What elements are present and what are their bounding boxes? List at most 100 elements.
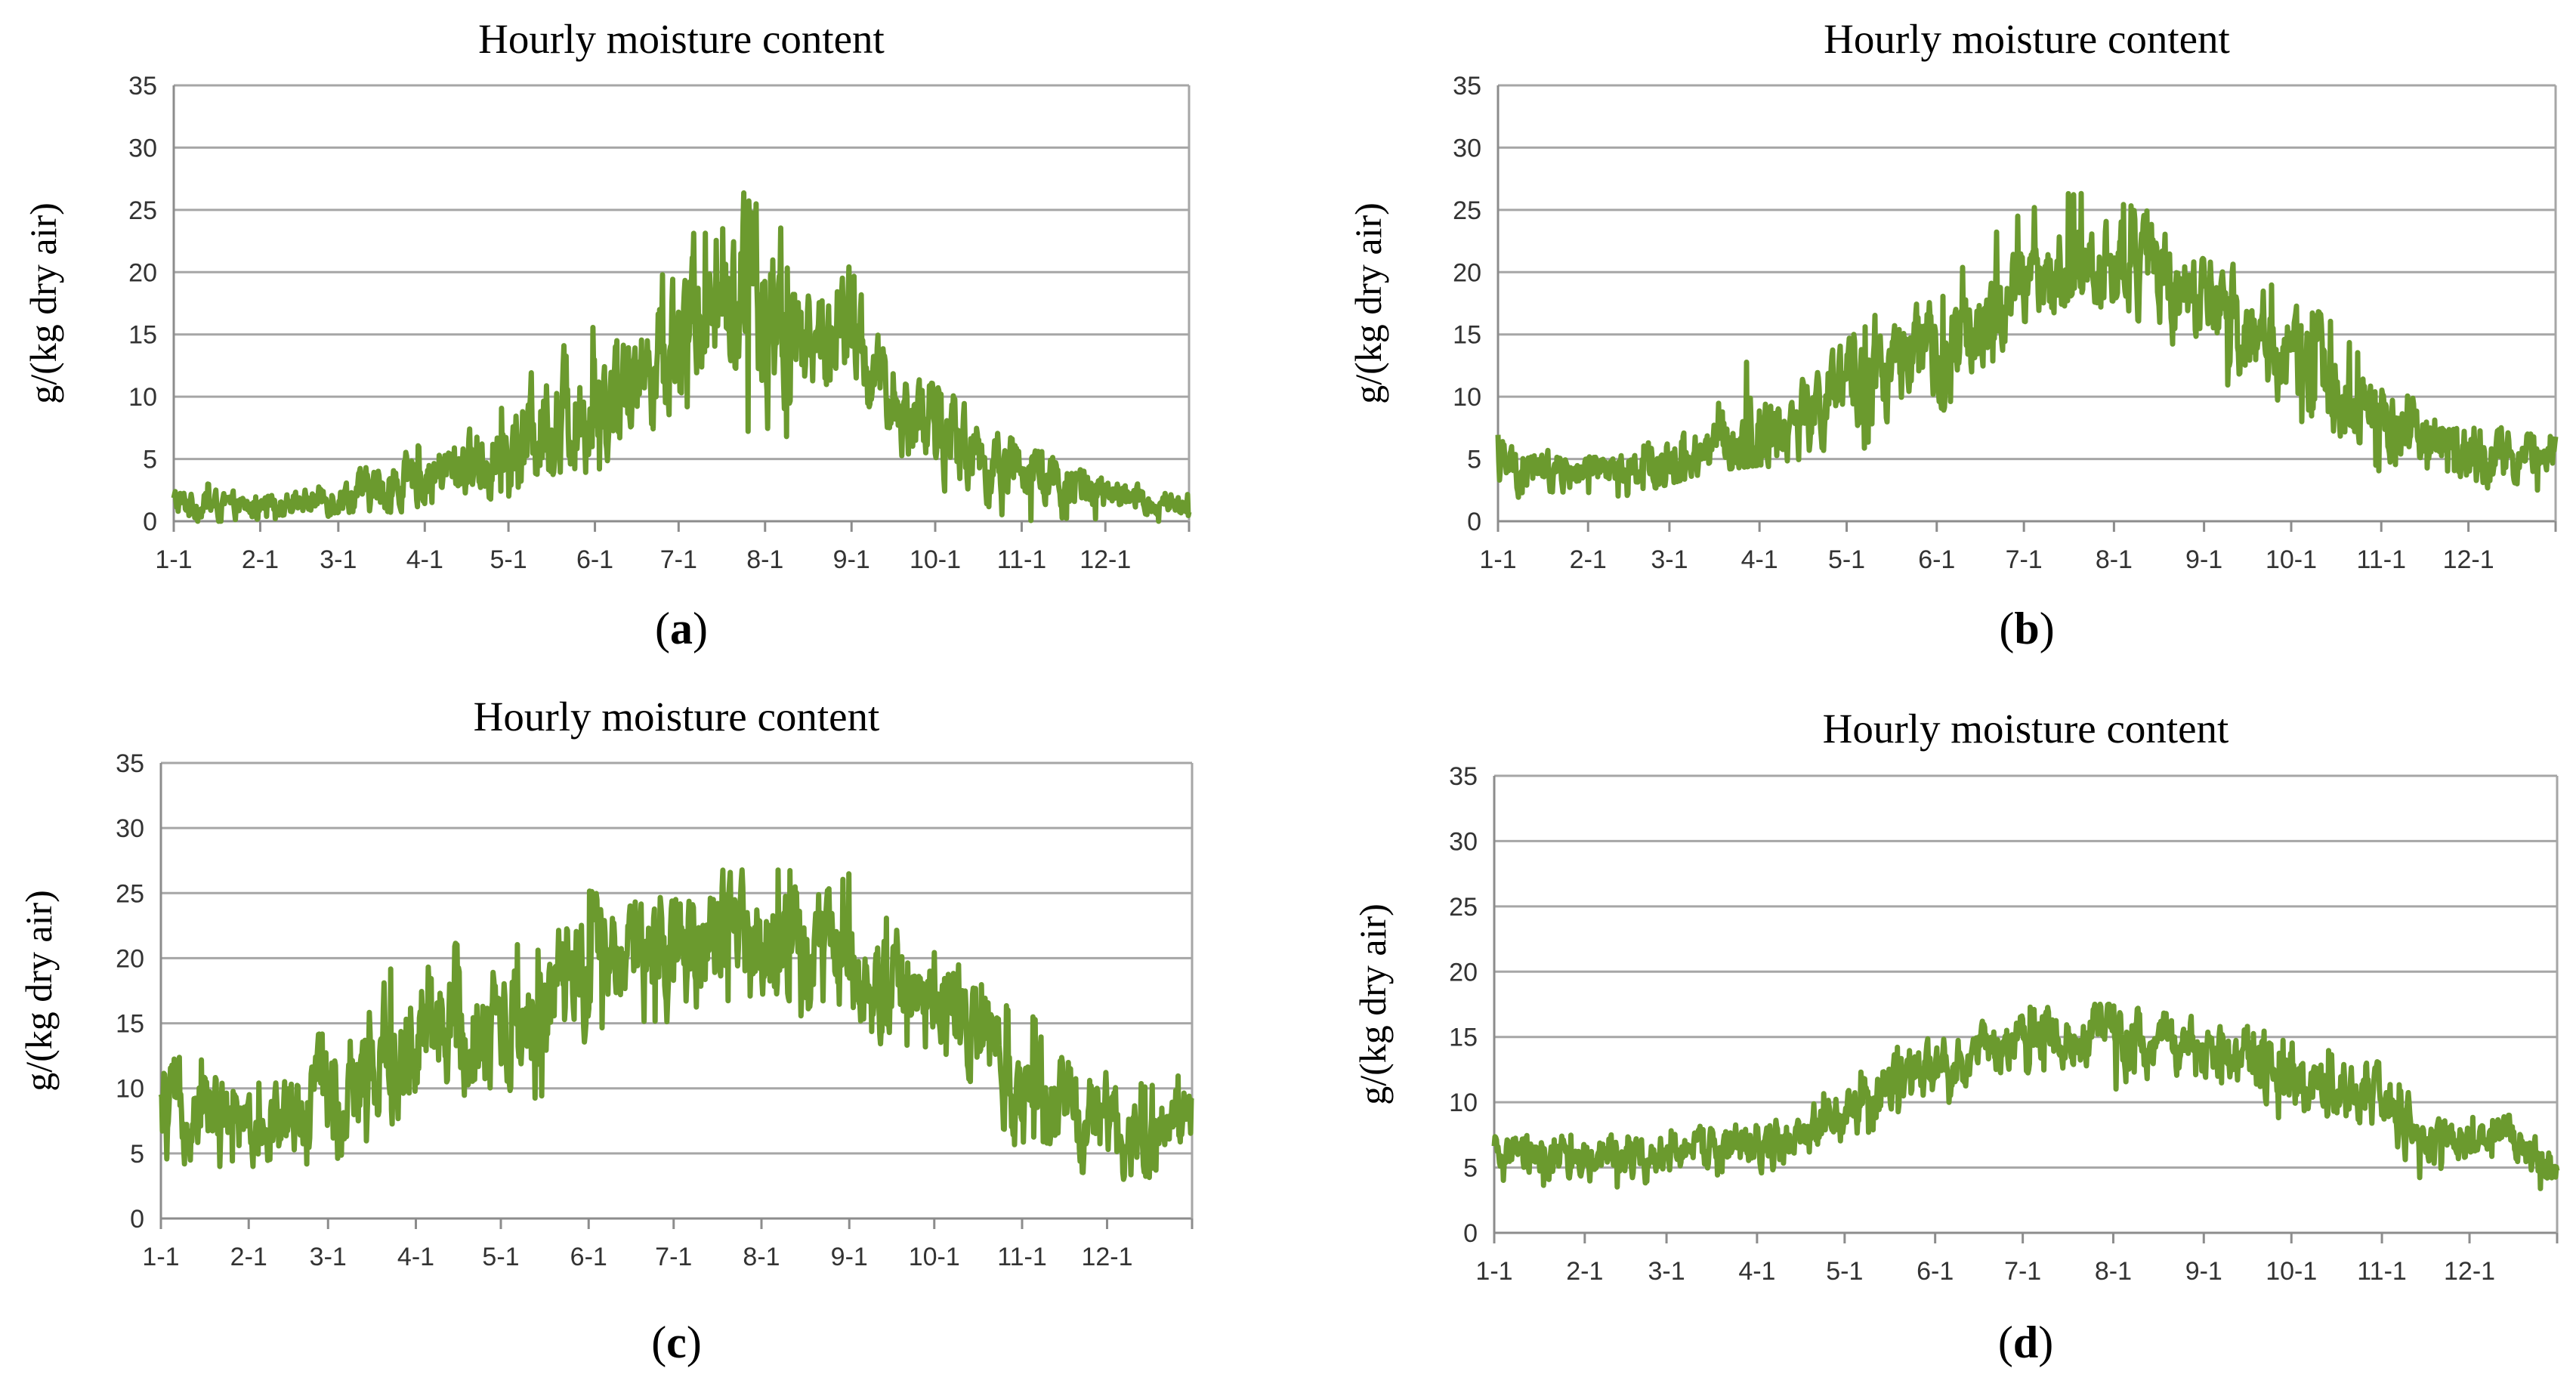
chart-panel-d: Hourly moisture content 0 5 10 15 20 25 30 35 1-1…	[1351, 706, 2560, 1367]
y-tick-label: 20	[128, 258, 157, 287]
panel-label: (b)	[1999, 604, 2054, 653]
panel-letter: a	[670, 604, 693, 653]
x-tick-label: 6-1	[1917, 1257, 1954, 1286]
panel-label: (c)	[651, 1317, 702, 1367]
y-tick-label: 15	[1453, 321, 1481, 350]
y-tick-label: 15	[1449, 1024, 1478, 1052]
x-tick-label: 2-1	[230, 1243, 267, 1271]
x-tick-label: 7-1	[655, 1243, 692, 1271]
x-tick-label: 5-1	[1826, 1257, 1863, 1286]
y-tick-label: 20	[1453, 258, 1481, 287]
x-tick-label: 4-1	[397, 1243, 434, 1271]
y-tick-label: 25	[128, 196, 157, 225]
y-tick-label: 15	[128, 321, 157, 350]
y-tick-label: 10	[116, 1075, 144, 1104]
y-tick-label: 0	[1467, 508, 1481, 536]
y-tick-label: 25	[1449, 893, 1478, 922]
x-tick-label: 9-1	[2185, 1257, 2222, 1286]
x-tick-label: 10-1	[2266, 1257, 2317, 1286]
chart-title: Hourly moisture content	[478, 16, 885, 62]
y-tick-label: 10	[1449, 1089, 1478, 1117]
x-tick-label: 1-1	[142, 1243, 179, 1271]
x-tick-label: 12-1	[1081, 1243, 1132, 1271]
y-axis-label: g/(kg dry air)	[1347, 202, 1389, 404]
chart-panel-b: Hourly moisture content 0 5 10 15 20 25 30 35 1-1…	[1347, 16, 2559, 653]
y-tick-label: 5	[130, 1140, 144, 1169]
x-tick-label: 3-1	[320, 545, 357, 574]
y-tick-label: 0	[143, 508, 157, 536]
x-tick-label: 4-1	[406, 545, 443, 574]
x-tick-label: 8-1	[746, 545, 783, 574]
x-tick-label: 10-1	[910, 545, 961, 574]
y-tick-label: 0	[130, 1205, 144, 1234]
panel-letter: c	[666, 1317, 687, 1367]
y-tick-label: 10	[1453, 383, 1481, 412]
x-tick-label: 8-1	[2096, 545, 2133, 574]
x-tick-label: 11-1	[997, 1243, 1047, 1271]
x-tick-label: 6-1	[576, 545, 613, 574]
y-tick-label: 35	[128, 72, 157, 100]
y-tick-label: 5	[1463, 1154, 1478, 1183]
y-tick-label: 10	[128, 383, 157, 412]
x-tick-label: 12-1	[1080, 545, 1131, 574]
y-axis-label: g/(kg dry air)	[17, 890, 60, 1092]
panel-letter: d	[2013, 1317, 2038, 1367]
x-tick-label: 11-1	[2357, 1257, 2407, 1286]
y-tick-label: 15	[116, 1010, 144, 1039]
x-tick-label: 4-1	[1738, 1257, 1775, 1286]
chart-panel-a: Hourly moisture content 0 5 10 15 20 25 30 35 1-1…	[22, 16, 1192, 653]
x-tick-label: 1-1	[1475, 1257, 1512, 1286]
chart-panel-c: Hourly moisture content 0 5 10 15 20 25 30 35 1-1…	[17, 693, 1194, 1367]
series-line	[1491, 1002, 2560, 1191]
x-tick-label: 2-1	[1566, 1257, 1603, 1286]
series-line	[158, 867, 1194, 1182]
y-tick-label: 20	[1449, 958, 1478, 987]
x-tick-label: 10-1	[2266, 545, 2317, 574]
y-axis-label: g/(kg dry air)	[22, 202, 64, 404]
x-tick-label: 12-1	[2444, 1257, 2495, 1286]
x-tick-label: 7-1	[2006, 545, 2043, 574]
x-tick-label: 2-1	[1570, 545, 1607, 574]
x-tick-label: 7-1	[660, 545, 697, 574]
y-tick-label: 30	[1449, 827, 1478, 856]
y-tick-label: 25	[116, 879, 144, 908]
x-tick-label: 5-1	[482, 1243, 519, 1271]
x-tick-label: 5-1	[490, 545, 527, 574]
chart-title: Hourly moisture content	[1823, 706, 2229, 752]
panel-label: (a)	[655, 604, 708, 653]
x-tick-label: 4-1	[1741, 545, 1778, 574]
y-tick-label: 30	[128, 134, 157, 162]
y-tick-label: 5	[1467, 446, 1481, 474]
x-tick-label: 11-1	[2356, 545, 2406, 574]
x-tick-label: 7-1	[2004, 1257, 2041, 1286]
x-tick-label: 10-1	[909, 1243, 960, 1271]
x-tick-label: 9-1	[2185, 545, 2222, 574]
y-tick-label: 25	[1453, 196, 1481, 225]
y-tick-label: 5	[143, 446, 157, 474]
x-tick-label: 1-1	[155, 545, 192, 574]
x-tick-label: 3-1	[1651, 545, 1688, 574]
x-tick-label: 6-1	[570, 1243, 607, 1271]
x-tick-label: 2-1	[242, 545, 279, 574]
x-tick-label: 11-1	[997, 545, 1047, 574]
panel-label: (d)	[1998, 1317, 2053, 1367]
y-tick-label: 35	[1449, 762, 1478, 791]
x-tick-label: 6-1	[1918, 545, 1955, 574]
series-line	[1495, 190, 2559, 500]
panel-letter: b	[2014, 604, 2039, 653]
y-tick-label: 35	[1453, 72, 1481, 100]
y-tick-label: 0	[1463, 1219, 1478, 1248]
y-tick-label: 35	[116, 749, 144, 778]
x-tick-label: 5-1	[1828, 545, 1865, 574]
y-tick-label: 30	[1453, 134, 1481, 162]
y-axis-label: g/(kg dry air)	[1351, 903, 1394, 1105]
y-tick-label: 30	[116, 814, 144, 843]
y-tick-label: 20	[116, 944, 144, 973]
x-tick-label: 1-1	[1479, 545, 1516, 574]
x-tick-label: 3-1	[1648, 1257, 1685, 1286]
chart-title: Hourly moisture content	[1824, 16, 2230, 62]
series-line	[171, 190, 1192, 524]
x-tick-label: 8-1	[743, 1243, 780, 1271]
x-tick-label: 8-1	[2095, 1257, 2132, 1286]
